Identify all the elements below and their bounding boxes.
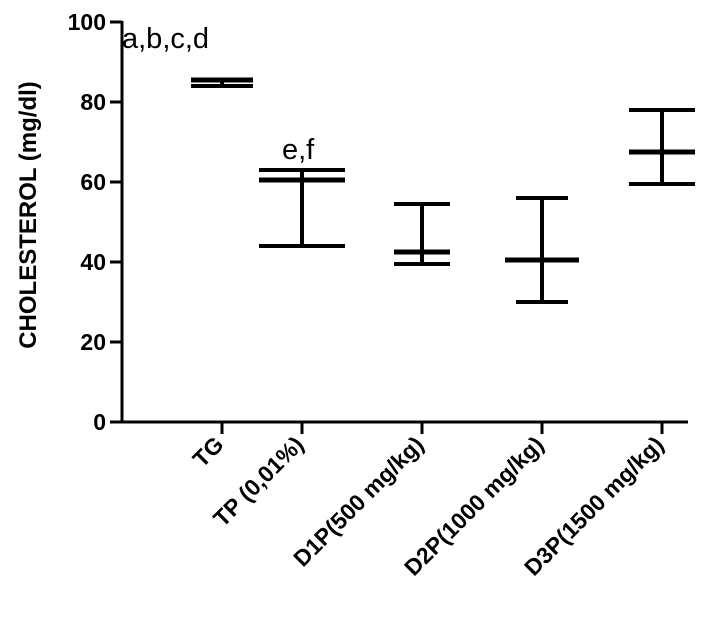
significance-annotation: e,f — [282, 134, 315, 166]
plot-marks: a,b,c,d e,f — [122, 23, 695, 304]
y-tick-label: 40 — [80, 249, 106, 275]
y-tick-label: 80 — [80, 89, 106, 115]
y-tick-label: 100 — [68, 9, 106, 35]
y-tick-label: 0 — [93, 409, 106, 435]
significance-annotation: a,b,c,d — [122, 23, 209, 55]
x-tick-label: D1P(500 mg/kg) — [288, 431, 428, 571]
y-tick-label: 20 — [80, 329, 106, 355]
y-axis: 0 20 40 60 80 100 — [68, 9, 124, 435]
y-axis-title: CHOLESTEROL (mg/dl) — [15, 81, 42, 349]
y-tick-label: 60 — [80, 169, 106, 195]
x-tick-label: TG — [188, 431, 229, 472]
